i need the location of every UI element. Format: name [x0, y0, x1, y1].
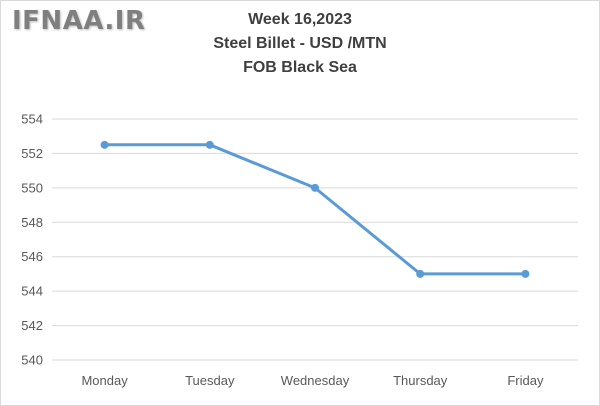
x-tick-label: Friday — [507, 373, 544, 388]
y-tick-label: 542 — [21, 318, 43, 333]
data-point — [311, 183, 319, 192]
y-tick-label: 544 — [21, 284, 43, 299]
chart-title: Week 16,2023 Steel Billet - USD /MTN FOB… — [0, 8, 600, 80]
y-tick-label: 546 — [21, 249, 43, 264]
data-point — [416, 269, 425, 278]
data-point — [100, 140, 109, 149]
chart-title-line-2: Steel Billet - USD /MTN — [213, 35, 387, 52]
y-tick-label: 554 — [21, 112, 43, 127]
x-tick-label: Tuesday — [185, 373, 235, 388]
y-tick-label: 548 — [21, 215, 43, 230]
x-axis: Monday Tuesday Wednesday Thursday Friday — [81, 373, 543, 388]
data-point — [521, 269, 530, 278]
x-tick-label: Wednesday — [281, 373, 350, 388]
chart-title-line-3: FOB Black Sea — [243, 59, 357, 76]
y-tick-label: 550 — [21, 180, 43, 195]
x-tick-label: Monday — [81, 373, 128, 388]
x-tick-label: Thursday — [393, 373, 448, 388]
gridlines — [52, 118, 578, 361]
y-axis: 540 542 544 546 548 550 552 554 — [21, 112, 43, 368]
series-line — [103, 143, 527, 276]
data-point — [205, 140, 214, 149]
y-tick-label: 552 — [21, 146, 43, 161]
y-tick-label: 540 — [21, 353, 43, 368]
series-layer — [100, 140, 530, 278]
watermark-logo: IFNAA.IR — [12, 6, 146, 36]
chart-title-line-1: Week 16,2023 — [248, 11, 352, 28]
